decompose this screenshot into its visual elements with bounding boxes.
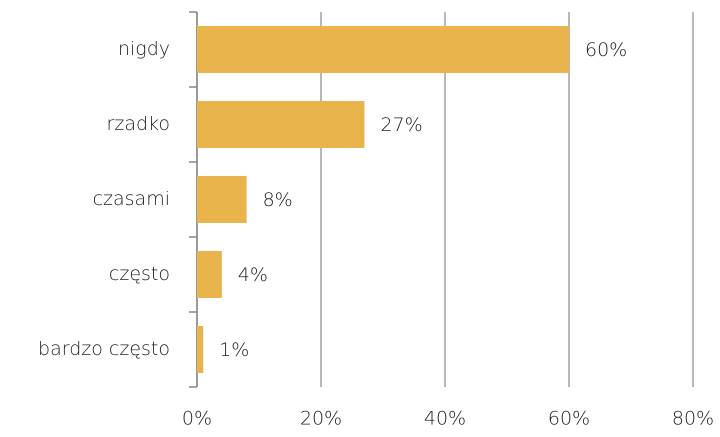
x-tick-label: 40% xyxy=(424,408,466,430)
data-label: 27% xyxy=(380,114,422,136)
y-tick-label: bardzo często xyxy=(38,338,170,360)
data-label: 1% xyxy=(219,339,249,361)
y-tick-label: czasami xyxy=(93,188,170,210)
x-tick-label: 20% xyxy=(300,408,342,430)
data-label: 60% xyxy=(585,39,627,61)
x-tick-label: 0% xyxy=(182,408,212,430)
y-tick-label: często xyxy=(109,263,170,285)
bar xyxy=(197,251,222,298)
bar xyxy=(197,176,247,223)
data-label: 4% xyxy=(238,264,268,286)
y-tick-label: nigdy xyxy=(118,38,170,60)
x-tick-label: 60% xyxy=(548,408,590,430)
x-tick-label: 80% xyxy=(672,408,714,430)
bar xyxy=(197,26,569,73)
bar xyxy=(197,101,365,148)
y-tick-label: rzadko xyxy=(107,113,170,135)
bar xyxy=(197,326,204,373)
data-label: 8% xyxy=(263,189,293,211)
